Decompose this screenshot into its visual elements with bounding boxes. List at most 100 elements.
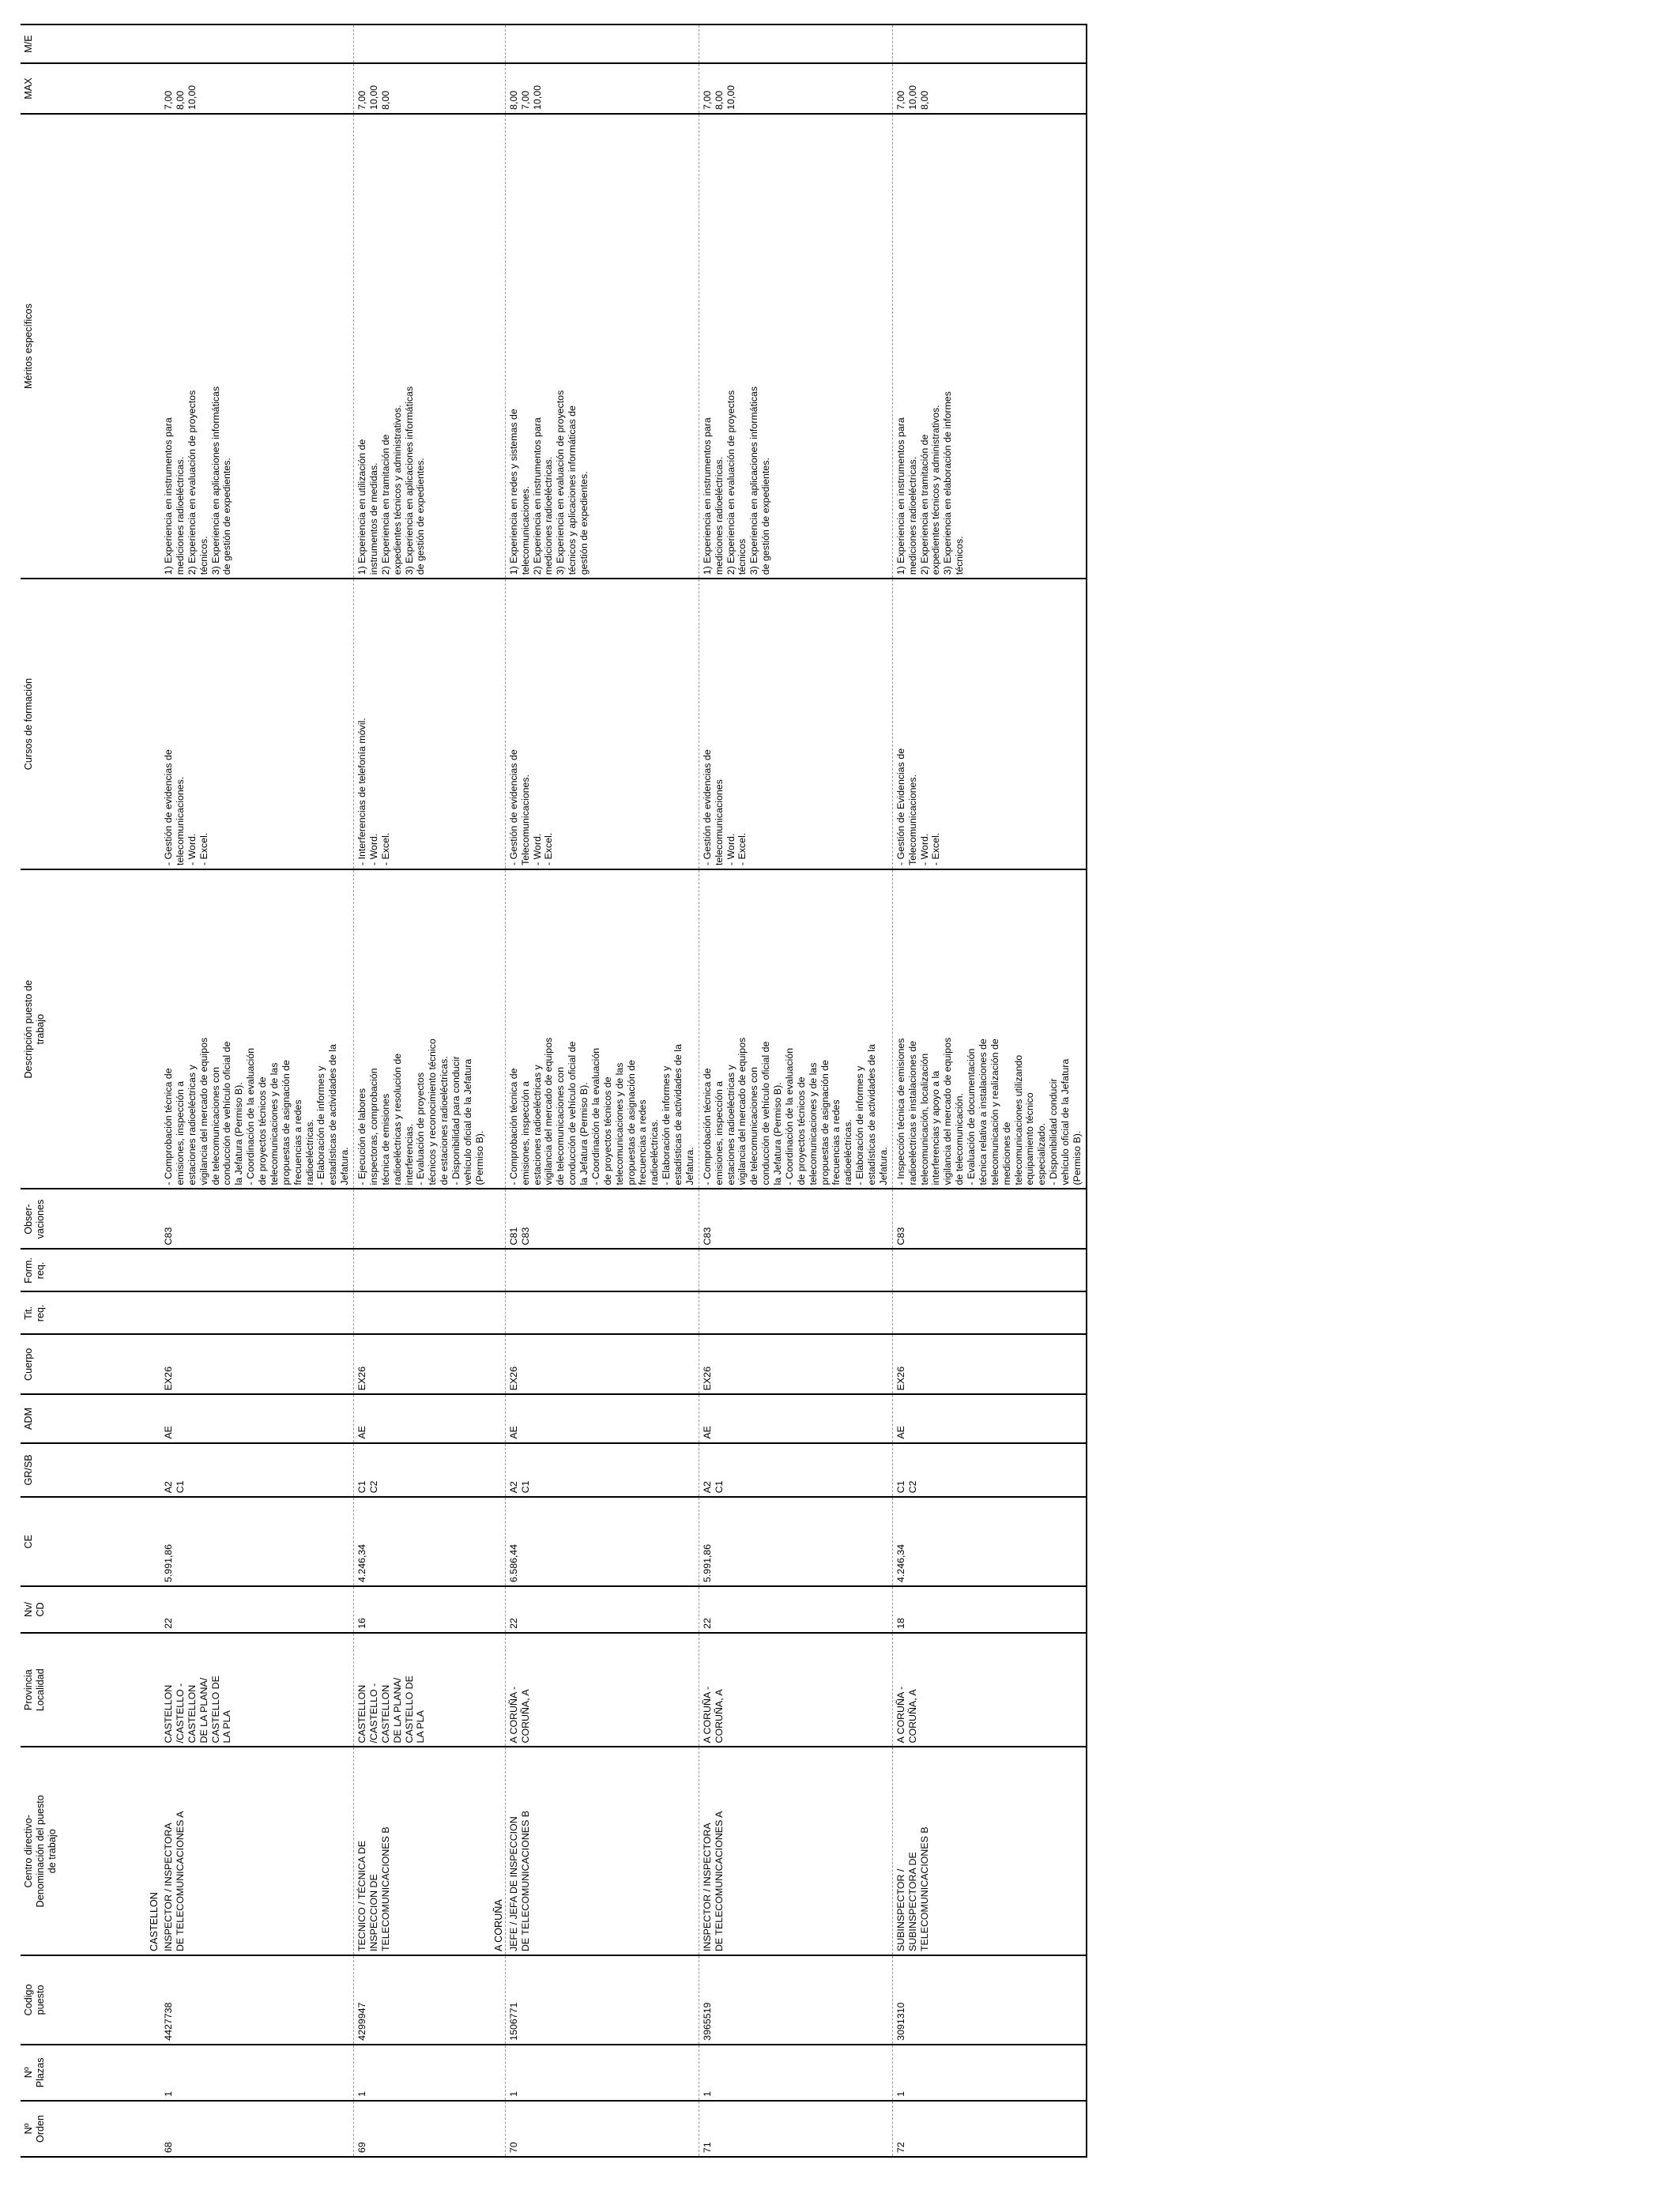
cell-meritos: 1) Experiencia en utilización de instrum… <box>353 113 488 579</box>
group-heading-row: A CORUÑA <box>488 25 506 2157</box>
group-spacer-cell <box>488 2044 506 2101</box>
header-row: Nº Orden Nº Plazas Codigo puesto Centro … <box>21 25 144 2157</box>
group-spacer-cell <box>144 1442 161 1498</box>
cell-grsb: C1 C2 <box>353 1442 488 1498</box>
group-spacer-cell <box>144 1586 161 1633</box>
group-spacer-cell <box>488 2100 506 2157</box>
th-meritos-especificos: Méritos específicos <box>21 113 144 579</box>
cell-cursos: - Gestión de evidencias de telecomunicac… <box>160 579 354 869</box>
group-spacer-cell <box>488 1249 506 1292</box>
cell-me <box>699 25 893 64</box>
cell-ce: 6.586,44 <box>505 1497 699 1587</box>
cell-plazas: 1 <box>505 2044 699 2101</box>
cell-me <box>353 25 488 64</box>
group-spacer-cell <box>488 1334 506 1395</box>
cell-provincia: A CORUÑA - CORUÑA, A <box>699 1632 893 1747</box>
cell-plazas: 1 <box>160 2044 354 2101</box>
group-spacer-cell <box>144 113 161 579</box>
cell-form <box>699 1249 893 1292</box>
cell-grsb: C1 C2 <box>892 1442 1087 1498</box>
group-spacer-cell <box>488 113 506 579</box>
cell-nvcd: 18 <box>892 1586 1087 1633</box>
th-cursos-formacion: Cursos de formación <box>21 579 144 869</box>
cell-me <box>505 25 699 64</box>
group-spacer-cell <box>144 1497 161 1587</box>
cell-ce: 4.246,34 <box>892 1497 1087 1587</box>
cell-cuerpo: EX26 <box>353 1334 488 1395</box>
cell-centro: INSPECTOR / INSPECTORA DE TELECOMUNICACI… <box>699 1747 893 1956</box>
th-adm: ADM <box>21 1394 144 1443</box>
cell-max: 7,00 8,00 10,00 <box>160 63 354 114</box>
cell-provincia: CASTELLON /CASTELLO - CASTELLON DE LA PL… <box>353 1632 488 1747</box>
group-label: CASTELLON <box>144 1747 161 1956</box>
group-spacer-cell <box>144 1632 161 1747</box>
group-spacer-cell <box>144 63 161 114</box>
cell-orden: 72 <box>892 2100 1087 2157</box>
table-header: Nº Orden Nº Plazas Codigo puesto Centro … <box>21 25 144 2157</box>
cell-obs: C81 C83 <box>505 1189 699 1250</box>
cell-meritos: 1) Experiencia en redes y sistemas de te… <box>505 113 699 579</box>
cell-cursos: - Gestión de Evidencias de Telecomunicac… <box>892 579 1087 869</box>
cell-codigo: 1506771 <box>505 1955 699 2045</box>
th-observaciones: Obser- vaciones <box>21 1189 144 1250</box>
th-ce: CE <box>21 1497 144 1587</box>
cell-grsb: A2 C1 <box>505 1442 699 1498</box>
cell-form <box>892 1249 1087 1292</box>
group-spacer-cell <box>488 1189 506 1250</box>
group-label: A CORUÑA <box>488 1747 506 1956</box>
cell-adm: AE <box>160 1394 354 1443</box>
group-spacer-cell <box>144 869 161 1189</box>
cell-codigo: 3965519 <box>699 1955 893 2045</box>
cell-codigo: 4299947 <box>353 1955 488 2045</box>
cell-descripcion: - Comprobación técnica de emisiones, ins… <box>699 869 893 1189</box>
group-spacer-cell <box>144 1291 161 1335</box>
th-provincia-localidad: Provincia Localidad <box>21 1632 144 1747</box>
group-spacer-cell <box>488 1394 506 1443</box>
group-spacer-cell <box>144 579 161 869</box>
cell-meritos: 1) Experiencia en instrumentos para medi… <box>892 113 1087 579</box>
group-spacer-cell <box>488 1442 506 1498</box>
cell-tit <box>353 1291 488 1335</box>
table-row: 70 1 1506771 JEFE / JEFA DE INSPECCION DE T… <box>505 25 699 2157</box>
cell-orden: 70 <box>505 2100 699 2157</box>
cell-cuerpo: EX26 <box>699 1334 893 1395</box>
group-spacer-cell <box>144 25 161 64</box>
cell-orden: 71 <box>699 2100 893 2157</box>
cell-adm: AE <box>892 1394 1087 1443</box>
cell-me <box>160 25 354 64</box>
th-descripcion-puesto: Descripción puesto de trabajo <box>21 869 144 1189</box>
cell-nvcd: 22 <box>505 1586 699 1633</box>
group-spacer-cell <box>488 1497 506 1587</box>
cell-adm: AE <box>505 1394 699 1443</box>
cell-cursos: - Gestión de evidencias de telecomunicac… <box>699 579 893 869</box>
cell-ce: 4.246,34 <box>353 1497 488 1587</box>
th-grsb: GR/SB <box>21 1442 144 1498</box>
group-spacer-cell <box>144 1249 161 1292</box>
cell-me <box>892 25 1087 64</box>
table-row: 72 1 3091310 SUBINSPECTOR / SUBINSPECTORA D… <box>892 25 1087 2157</box>
th-cuerpo: Cuerpo <box>21 1334 144 1395</box>
cell-plazas: 1 <box>892 2044 1087 2101</box>
cell-tit <box>699 1291 893 1335</box>
cell-provincia: A CORUÑA - CORUÑA, A <box>892 1632 1087 1747</box>
cell-obs <box>353 1189 488 1250</box>
th-orden: Nº Orden <box>21 2100 144 2157</box>
cell-cuerpo: EX26 <box>892 1334 1087 1395</box>
cell-nvcd: 22 <box>160 1586 354 1633</box>
cell-form <box>505 1249 699 1292</box>
table-body: CASTELLON 68 1 4427738 INSPECTOR / INSPECTOR… <box>144 25 1087 2157</box>
table-row: 69 1 4299947 TECNICO / TÉCNICA DE INSPECCIO… <box>353 25 488 2157</box>
cell-obs: C83 <box>699 1189 893 1250</box>
th-max: MAX <box>21 63 144 114</box>
cell-descripcion: - Inspección técnica de emisiones radioe… <box>892 869 1087 1189</box>
th-centro-directivo: Centro directivo- Denominación del puest… <box>21 1747 144 1956</box>
group-spacer-cell <box>488 869 506 1189</box>
cell-max: 7,00 10,00 8,00 <box>892 63 1087 114</box>
cell-form <box>353 1249 488 1292</box>
cell-adm: AE <box>699 1394 893 1443</box>
cell-centro: JEFE / JEFA DE INSPECCION DE TELECOMUNIC… <box>505 1747 699 1956</box>
cell-tit <box>505 1291 699 1335</box>
cell-max: 8,00 7,00 10,00 <box>505 63 699 114</box>
group-spacer-cell <box>488 1632 506 1747</box>
